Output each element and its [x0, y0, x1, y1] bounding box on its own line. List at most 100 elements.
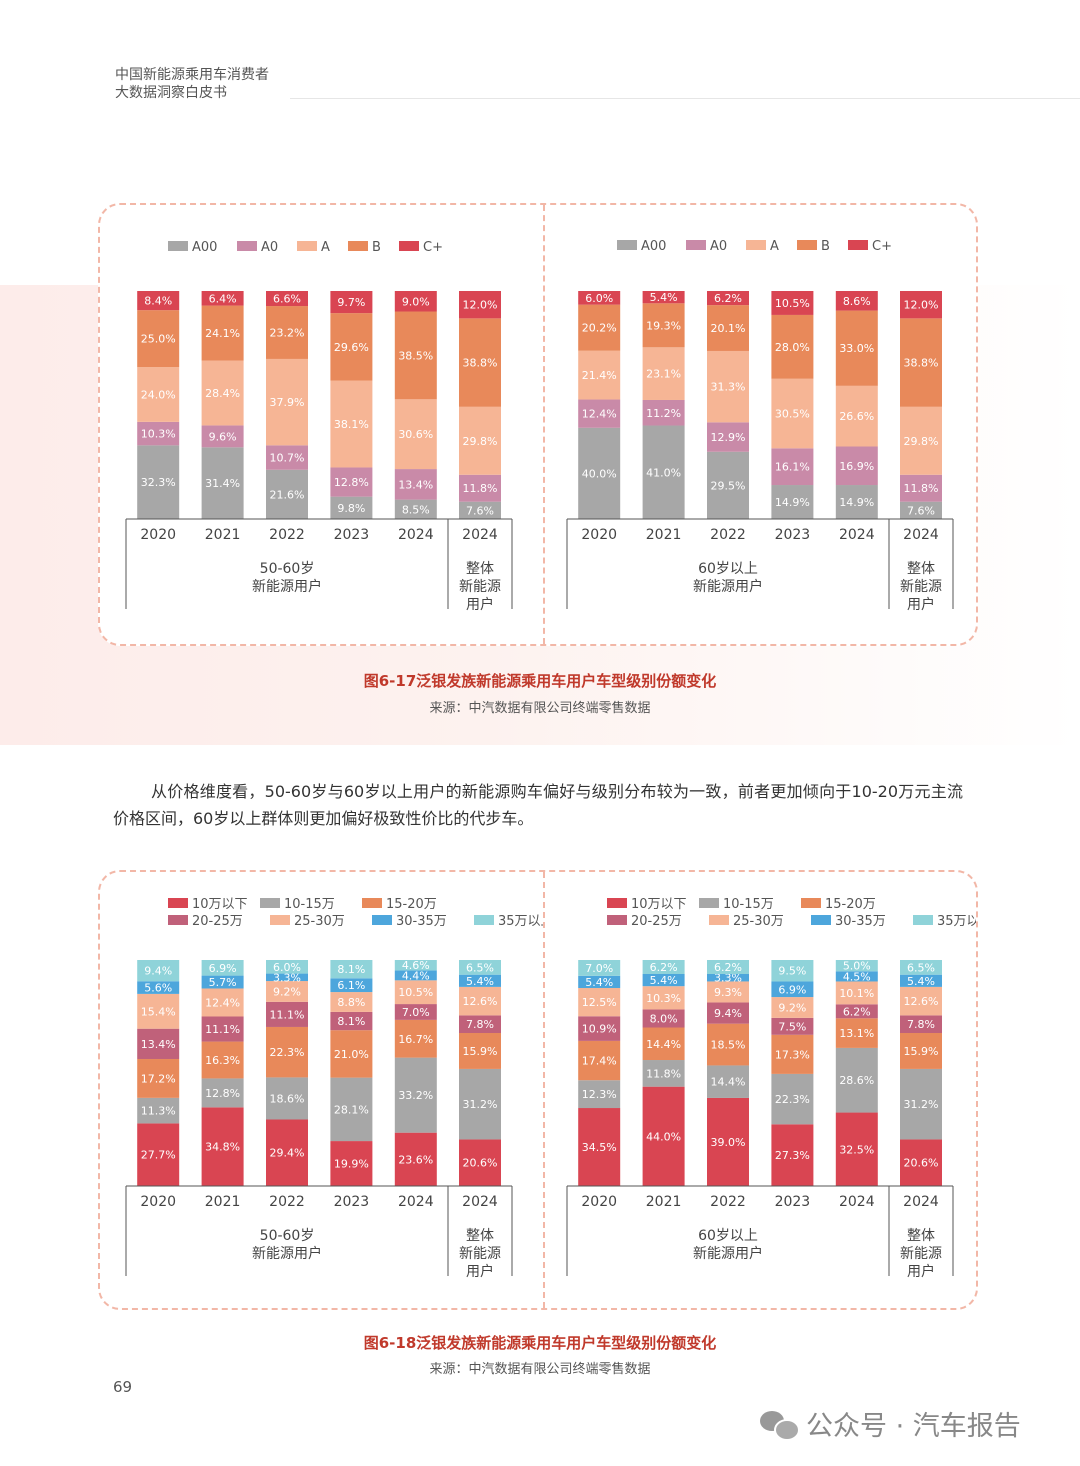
data-label: 8.1%	[337, 1015, 365, 1028]
panel-divider	[543, 205, 545, 644]
data-label: 18.6%	[270, 1092, 305, 1105]
data-label: 12.4%	[582, 408, 617, 421]
svg-text:35万以上: 35万以上	[498, 914, 543, 929]
bar-15-20-1	[201, 1041, 244, 1079]
group-label: 新能源用户	[693, 1245, 763, 1262]
total-label: 整体	[466, 561, 494, 577]
data-label: 11.2%	[646, 407, 681, 420]
watermark-text: 公众号 · 汽车报告	[806, 1411, 1021, 1442]
data-label: 12.9%	[711, 431, 746, 444]
data-label: 28.6%	[839, 1074, 874, 1087]
data-label: 38.8%	[463, 357, 498, 370]
data-label: 11.1%	[205, 1023, 240, 1036]
header-line-2: 大数据洞察白皮书	[115, 85, 227, 101]
x-tick-label: 2020	[581, 527, 617, 543]
data-label: 23.1%	[646, 368, 681, 381]
svg-text:B: B	[821, 239, 830, 254]
bar-a00-3	[330, 496, 373, 519]
data-label: 31.3%	[711, 381, 746, 394]
data-label: 14.9%	[839, 496, 874, 509]
bar-10-2	[707, 1097, 749, 1186]
data-label: 15.9%	[463, 1045, 498, 1058]
data-label: 9.4%	[714, 1007, 742, 1020]
figure2-source: 来源：中汽数据有限公司终端零售数据	[429, 1362, 651, 1377]
x-tick-label: 2024	[903, 527, 939, 543]
bar-30-35-2	[266, 973, 308, 982]
data-label: 8.1%	[337, 963, 365, 976]
bar-25-30-2	[707, 981, 749, 1003]
data-label: 7.0%	[402, 1006, 430, 1019]
bar-c-1	[201, 291, 244, 306]
data-label: 29.6%	[334, 341, 369, 354]
total-label: 用户	[466, 596, 494, 613]
bar-b-5	[900, 318, 942, 407]
legend-entry-b: B	[797, 239, 830, 254]
group-label: 新能源用户	[693, 578, 763, 595]
bar-a0-2	[266, 445, 308, 470]
total-label: 新能源	[900, 1246, 942, 1262]
x-tick-label: 2024	[903, 1194, 939, 1210]
bar-a00-0	[137, 445, 180, 519]
group-label: 新能源用户	[252, 1245, 322, 1262]
legend-entry-20-25: 20-25万	[168, 914, 243, 929]
data-label: 6.4%	[209, 292, 237, 305]
bar-35-0	[137, 960, 180, 982]
total-label: 新能源	[900, 579, 942, 595]
bar-a-5	[459, 406, 501, 475]
data-label: 24.0%	[141, 389, 176, 402]
legend-entry-b: B	[348, 240, 381, 255]
svg-text:A00: A00	[641, 239, 666, 254]
data-label: 9.8%	[337, 502, 365, 515]
data-label: 21.6%	[270, 488, 305, 501]
x-tick-label: 2022	[269, 527, 305, 543]
data-label: 8.5%	[402, 503, 430, 516]
x-tick-label: 2022	[710, 527, 746, 543]
bar-10-15-3	[771, 1073, 814, 1125]
bar-a0-1	[201, 425, 244, 448]
bar-30-35-2	[707, 973, 749, 982]
bar-25-30-2	[266, 981, 308, 1002]
bar-15-20-0	[578, 1040, 621, 1081]
bar-30-35-5	[900, 974, 942, 987]
bar-c-0	[137, 291, 180, 311]
x-tick-label: 2021	[646, 1194, 682, 1210]
bar-20-25-0	[578, 1016, 621, 1041]
x-tick-label: 2021	[205, 1194, 241, 1210]
data-label: 19.9%	[334, 1158, 369, 1171]
data-label: 9.4%	[144, 965, 172, 978]
data-label: 39.0%	[711, 1136, 746, 1149]
x-tick-label: 2024	[462, 1194, 498, 1210]
data-label: 7.5%	[778, 1020, 806, 1033]
bar-c-4	[835, 291, 878, 311]
svg-text:A: A	[770, 239, 779, 254]
bar-a00-5	[459, 501, 501, 519]
page-number: 69	[113, 1378, 133, 1396]
data-label: 28.1%	[334, 1103, 369, 1116]
bar-30-35-1	[201, 975, 244, 989]
total-label: 用户	[466, 1263, 494, 1280]
svg-text:20-25万: 20-25万	[192, 914, 243, 929]
data-label: 38.5%	[398, 349, 433, 362]
bar-25-30-1	[642, 986, 685, 1010]
bar-20-25-1	[201, 1016, 244, 1042]
bar-30-35-0	[578, 975, 621, 989]
bar-10-15-0	[578, 1080, 621, 1109]
data-label: 9.5%	[778, 965, 806, 978]
bar-20-25-4	[394, 1004, 437, 1020]
bar-10-0	[137, 1123, 180, 1186]
data-label: 6.5%	[907, 961, 935, 974]
total-label: 整体	[907, 1228, 935, 1244]
figure1-source: 来源：中汽数据有限公司终端零售数据	[429, 701, 651, 716]
bar-15-20-1	[642, 1027, 685, 1061]
chart-segment-50-60: A00 A0 A B C+ 32.3% 10.3% 24.0% 25.0% 8.4% 2020 31.…	[125, 240, 513, 613]
data-label: 9.6%	[209, 430, 237, 443]
legend-entry-a00: A00	[617, 239, 666, 254]
bar-a0-0	[137, 421, 180, 446]
total-label: 用户	[907, 1263, 935, 1280]
data-label: 5.4%	[907, 975, 935, 988]
bar-a00-1	[642, 425, 685, 519]
bar-c-5	[900, 291, 942, 319]
svg-text:A0: A0	[710, 239, 727, 254]
bar-a00-0	[578, 427, 621, 519]
data-label: 3.3%	[714, 972, 742, 985]
